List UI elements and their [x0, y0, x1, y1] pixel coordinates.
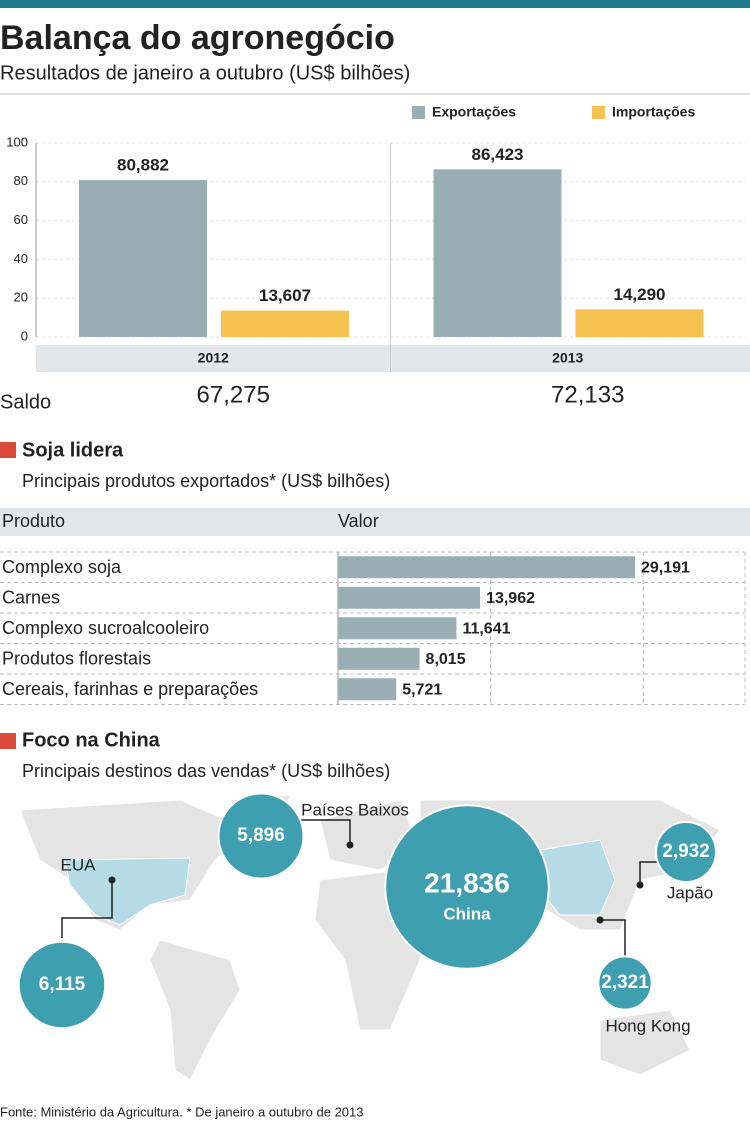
legend-label: Exportações [432, 104, 516, 120]
y-tick-label: 100 [6, 134, 28, 149]
bubble-value: 21,836 [424, 867, 510, 898]
map-land [599, 1009, 691, 1076]
map-highlight [539, 839, 616, 916]
y-tick-label: 60 [14, 212, 28, 227]
table-header [0, 508, 750, 536]
y-tick-label: 20 [14, 290, 28, 305]
page-title: Balança do agronegócio [0, 19, 395, 57]
leader-line [300, 819, 351, 845]
data-label: 86,423 [472, 145, 524, 164]
section-title: Soja lidera [22, 439, 124, 461]
data-label: 13,607 [259, 286, 311, 305]
country-label: China [443, 904, 491, 923]
bar [433, 169, 562, 337]
country-label: EUA [61, 855, 97, 874]
country-label: Japão [667, 883, 713, 902]
row-label: Cereais, farinhas e preparações [2, 679, 258, 699]
country-label: Hong Kong [605, 1016, 690, 1035]
section-subtitle: Principais produtos exportados* (US$ bil… [22, 471, 390, 491]
data-label: 29,191 [641, 559, 690, 576]
leader-line [61, 880, 113, 938]
row-label: Complexo soja [2, 557, 122, 577]
row-label: Carnes [2, 588, 60, 608]
location-dot [636, 881, 644, 889]
bar [338, 647, 420, 670]
x-tick-label: 2012 [198, 350, 229, 366]
map-land [149, 939, 241, 1081]
x-tick-label: 2013 [552, 350, 583, 366]
bar [338, 678, 397, 701]
legend-swatch [412, 106, 425, 119]
bar [338, 617, 457, 640]
legend-label: Importações [612, 104, 695, 120]
data-label: 11,641 [462, 620, 510, 637]
data-label: 13,962 [486, 590, 535, 607]
world-map [19, 794, 721, 1081]
saldo-value: 67,275 [197, 381, 270, 408]
leader-lines [61, 819, 660, 956]
location-dot [596, 916, 604, 924]
section-subtitle: Principais destinos das vendas* (US$ bil… [22, 761, 390, 781]
country-label: Países Baixos [301, 800, 409, 819]
footer: Fonte: Ministério da Agricultura. * De j… [0, 1104, 364, 1119]
location-dot [108, 876, 116, 884]
page-subtitle: Resultados de janeiro a outubro (US$ bil… [0, 62, 410, 84]
bubble-value: 6,115 [39, 974, 86, 995]
bar [79, 180, 207, 337]
column-header: Valor [338, 511, 379, 531]
bar [338, 556, 636, 579]
bubble [384, 804, 550, 970]
bar [338, 586, 481, 609]
data-label: 80,882 [117, 156, 169, 175]
bubble [217, 792, 305, 880]
bubble [655, 821, 717, 883]
bubble-value: 2,321 [601, 972, 649, 993]
category-strip [36, 345, 750, 372]
leader-line [639, 861, 660, 885]
bubble [17, 940, 107, 1030]
saldo-value: 72,133 [551, 381, 624, 408]
legend-swatch [592, 106, 605, 119]
bar [575, 309, 704, 337]
section-title: Foco na China [22, 729, 161, 751]
column-header: Produto [2, 511, 65, 531]
top-bar [0, 0, 750, 8]
bubble-value: 5,896 [237, 825, 285, 846]
y-tick-label: 80 [14, 173, 28, 188]
y-tick-label: 0 [21, 328, 28, 343]
location-dot [346, 841, 354, 849]
row-label: Complexo sucroalcooleiro [2, 618, 209, 638]
row-label: Produtos florestais [2, 649, 151, 669]
bar [221, 310, 349, 337]
y-tick-label: 40 [14, 251, 28, 266]
data-label: 8,015 [426, 651, 466, 668]
bubble-value: 2,932 [662, 841, 710, 862]
data-label: 14,290 [614, 285, 666, 304]
section-marker [0, 733, 16, 749]
section-marker [0, 442, 16, 458]
data-label: 5,721 [402, 681, 442, 698]
map-highlight [64, 857, 191, 926]
saldo-label: Saldo [0, 391, 51, 413]
leader-line [600, 919, 626, 956]
bubble [597, 955, 653, 1011]
